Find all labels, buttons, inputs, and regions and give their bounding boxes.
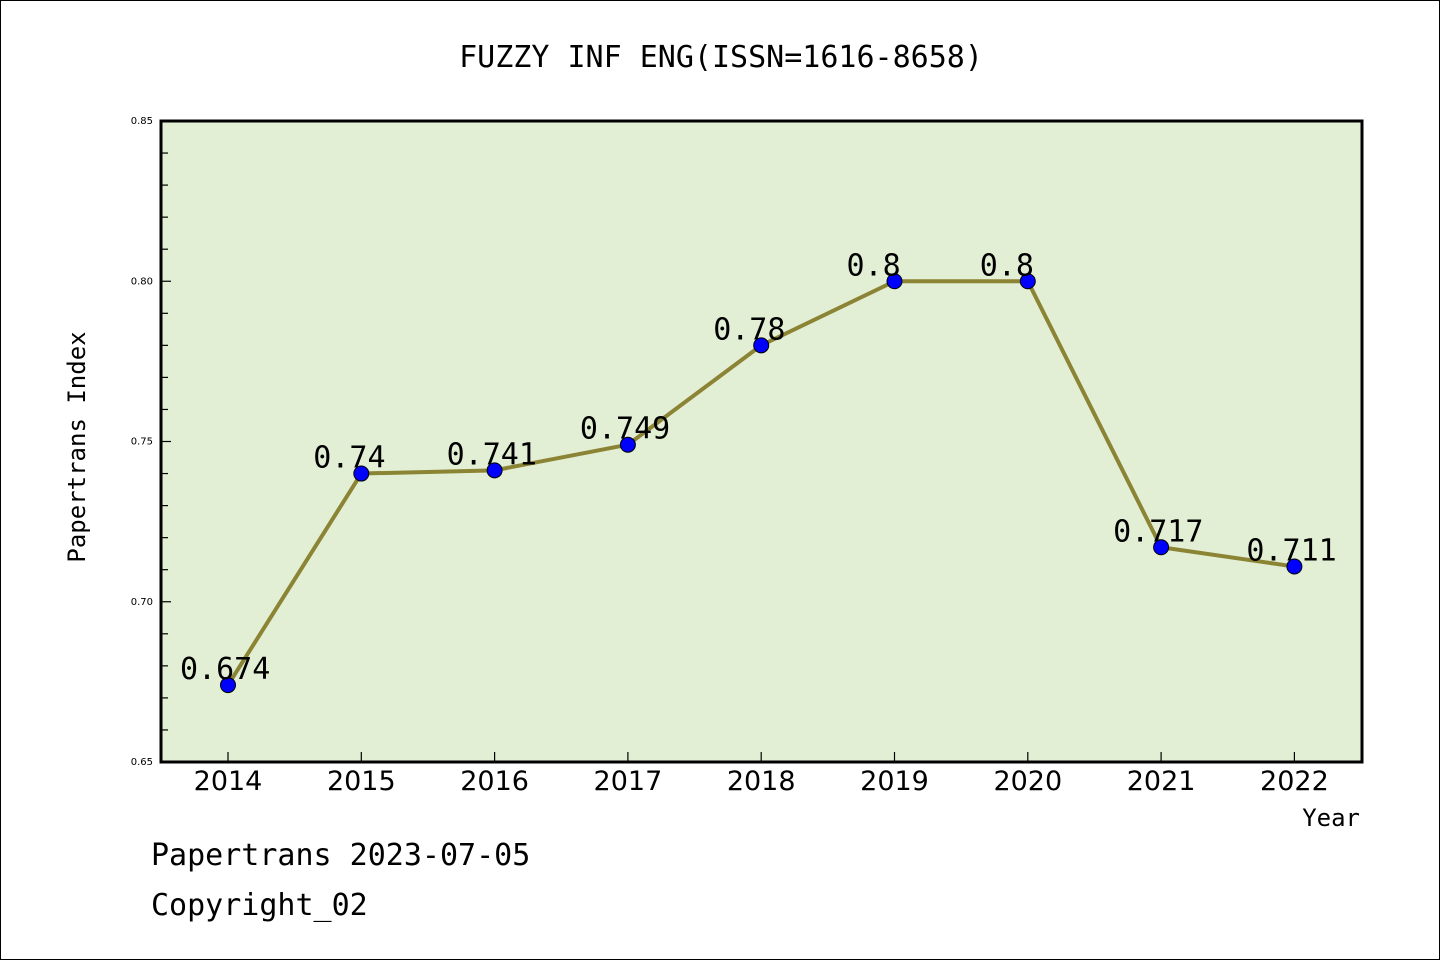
data-label: 0.8 bbox=[980, 248, 1034, 283]
data-label: 0.674 bbox=[180, 652, 270, 687]
x-tick-label: 2014 bbox=[194, 766, 263, 797]
y-tick-label: 0.70 bbox=[131, 597, 153, 608]
data-label: 0.741 bbox=[447, 437, 537, 472]
x-tick-label: 2022 bbox=[1260, 766, 1329, 797]
x-tick-label: 2018 bbox=[727, 766, 796, 797]
y-axis-label: Papertrans Index bbox=[63, 331, 91, 562]
footer-copyright: Copyright_02 bbox=[151, 888, 368, 923]
y-tick-label: 0.75 bbox=[131, 437, 153, 448]
y-axis: 0.65 0.70 0.75 0.80 0.85 bbox=[131, 116, 171, 768]
x-tick-label: 2015 bbox=[327, 766, 396, 797]
data-point bbox=[1019, 273, 1036, 290]
data-point bbox=[353, 465, 370, 482]
data-point bbox=[753, 337, 770, 354]
data-label: 0.711 bbox=[1246, 533, 1336, 568]
x-tick-label: 2020 bbox=[993, 766, 1062, 797]
data-point bbox=[886, 273, 903, 290]
x-axis: 2014 2015 2016 2017 2018 2019 2020 2021 2022 bbox=[194, 752, 1329, 797]
data-point bbox=[1153, 539, 1170, 556]
data-point bbox=[486, 462, 503, 479]
data-point bbox=[619, 436, 636, 453]
x-axis-label: Year bbox=[1302, 804, 1360, 832]
data-label: 0.749 bbox=[580, 412, 670, 447]
data-point bbox=[1286, 558, 1303, 575]
footer-date: Papertrans 2023-07-05 bbox=[151, 838, 530, 873]
x-tick-label: 2021 bbox=[1127, 766, 1196, 797]
data-labels-group: 0.674 0.74 0.741 0.749 0.78 0.8 0.8 0.717 0.711 bbox=[180, 248, 1337, 687]
plot-area bbox=[159, 119, 1364, 764]
data-label: 0.74 bbox=[313, 441, 385, 476]
x-tick-label: 2016 bbox=[460, 766, 529, 797]
y-tick-label: 0.80 bbox=[131, 276, 153, 287]
data-points-group bbox=[220, 273, 1303, 694]
data-point bbox=[220, 677, 236, 694]
y-tick-label: 0.85 bbox=[131, 116, 153, 127]
data-label: 0.8 bbox=[847, 248, 901, 283]
chart-title: FUZZY INF ENG(ISSN=1616-8658) bbox=[459, 40, 983, 75]
x-tick-label: 2019 bbox=[860, 766, 929, 797]
data-label: 0.78 bbox=[713, 312, 785, 347]
y-tick-label: 0.65 bbox=[131, 757, 153, 768]
data-label: 0.717 bbox=[1113, 514, 1203, 549]
x-tick-label: 2017 bbox=[594, 766, 663, 797]
